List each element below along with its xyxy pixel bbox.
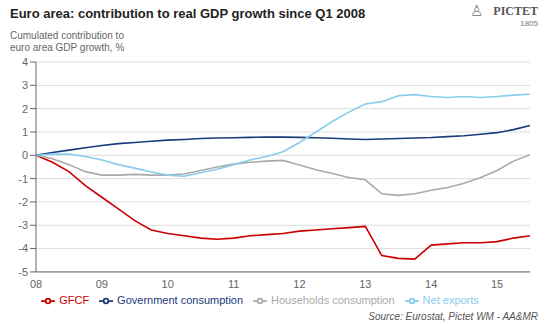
svg-text:2: 2 [22, 103, 28, 115]
svg-text:09: 09 [96, 278, 108, 290]
svg-text:-4: -4 [18, 242, 28, 254]
svg-text:14: 14 [425, 278, 437, 290]
svg-text:3: 3 [22, 79, 28, 91]
svg-text:-5: -5 [18, 266, 28, 278]
svg-text:1: 1 [22, 126, 28, 138]
html-text:Euro area: contribution to rea: Euro area: contribution to real GDP grow… [10, 6, 366, 21]
svg-text:08: 08 [30, 278, 42, 290]
svg-text:12: 12 [293, 278, 305, 290]
html-text:Government consumption: Government consumption [117, 293, 244, 306]
svg-text:0: 0 [22, 149, 28, 161]
svg-text:11: 11 [228, 278, 239, 290]
svg-text:4: 4 [22, 56, 28, 68]
svg-text:-2: -2 [18, 196, 28, 208]
html-text:Source: Eurostat, Pictet WM -: Source: Eurostat, Pictet WM - AA&MR [368, 311, 538, 322]
svg-text:15: 15 [491, 278, 503, 290]
svg-text:-3: -3 [18, 219, 28, 231]
html-text:PICTET: PICTET [493, 4, 538, 18]
html-text:Net exports: Net exports [422, 293, 479, 306]
html-text:euro area GDP growth, %: euro area GDP growth, % [10, 42, 125, 53]
html-text:Cumulated contribution to: Cumulated contribution to [10, 30, 124, 41]
svg-text:13: 13 [359, 278, 371, 290]
svg-text:10: 10 [162, 278, 174, 290]
svg-text:-1: -1 [18, 173, 28, 185]
html-text:1805: 1805 [520, 19, 538, 28]
html-text:Households consumption: Households consumption [271, 293, 395, 306]
html-text:GFCF: GFCF [59, 293, 90, 306]
